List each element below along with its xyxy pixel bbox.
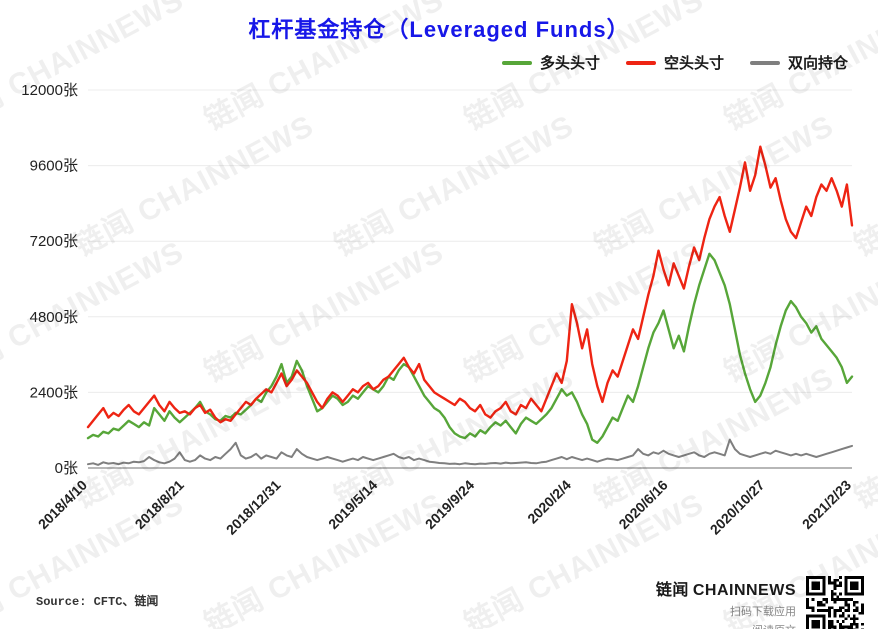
legend-swatch-short-icon [625, 60, 656, 65]
qr-code [806, 576, 864, 629]
y-axis-label: 4800张 [30, 309, 78, 326]
brand-logo: 链闻 CHAINNEWS [656, 576, 796, 600]
x-axis-label: 2020/10/27 [707, 477, 768, 538]
legend-item-long: 多头头寸 [501, 52, 600, 73]
legend-label-spread: 双向持仓 [787, 55, 848, 72]
legend-item-short: 空头头寸 [625, 52, 724, 73]
x-axis-label: 2020/2/4 [524, 477, 574, 527]
x-axis-label: 2020/6/16 [615, 477, 671, 533]
x-axis-label: 2021/2/23 [799, 477, 855, 533]
x-axis-label: 2018/4/10 [35, 477, 91, 533]
x-axis-label: 2019/9/24 [422, 477, 478, 533]
brand-en: CHAINNEWS [692, 582, 796, 599]
x-axis-label: 2019/5/14 [325, 477, 381, 533]
legend: 多头头寸 空头头寸 双向持仓 [501, 52, 848, 73]
series-line-long [86, 252, 854, 444]
x-axis-label: 2018/8/21 [132, 477, 188, 533]
chart-area: 0张 2400张 4800张 7200张 9600张 12000张 2018/4/10 201… [0, 70, 878, 560]
chart-canvas: 0张 2400张 4800张 7200张 9600张 12000张 2018/4/10 201… [21, 82, 855, 538]
scan-hint: 扫码下载应用 [730, 606, 796, 618]
series-line-short [86, 145, 854, 429]
chart-title: 杠杆基金持仓（Leveraged Funds） [248, 17, 630, 42]
legend-item-spread: 双向持仓 [749, 52, 848, 73]
y-axis-label: 0张 [55, 460, 78, 477]
y-axis-label: 12000张 [21, 82, 78, 99]
y-axis-label: 9600张 [30, 158, 78, 175]
y-axis-label: 2400张 [30, 384, 78, 401]
legend-swatch-spread-icon [749, 60, 780, 65]
legend-label-long: 多头头寸 [539, 55, 600, 72]
source-text: Source: CFTC、链闻 [36, 595, 159, 609]
y-axis-label: 7200张 [30, 233, 78, 250]
read-hint: 阅读原文 [656, 622, 796, 629]
legend-swatch-long-icon [501, 60, 532, 65]
legend-label-short: 空头头寸 [663, 55, 724, 72]
x-axis-label: 2018/12/31 [223, 477, 284, 538]
brand-zh: 链闻 [655, 582, 689, 599]
series-line-spread [87, 438, 853, 466]
